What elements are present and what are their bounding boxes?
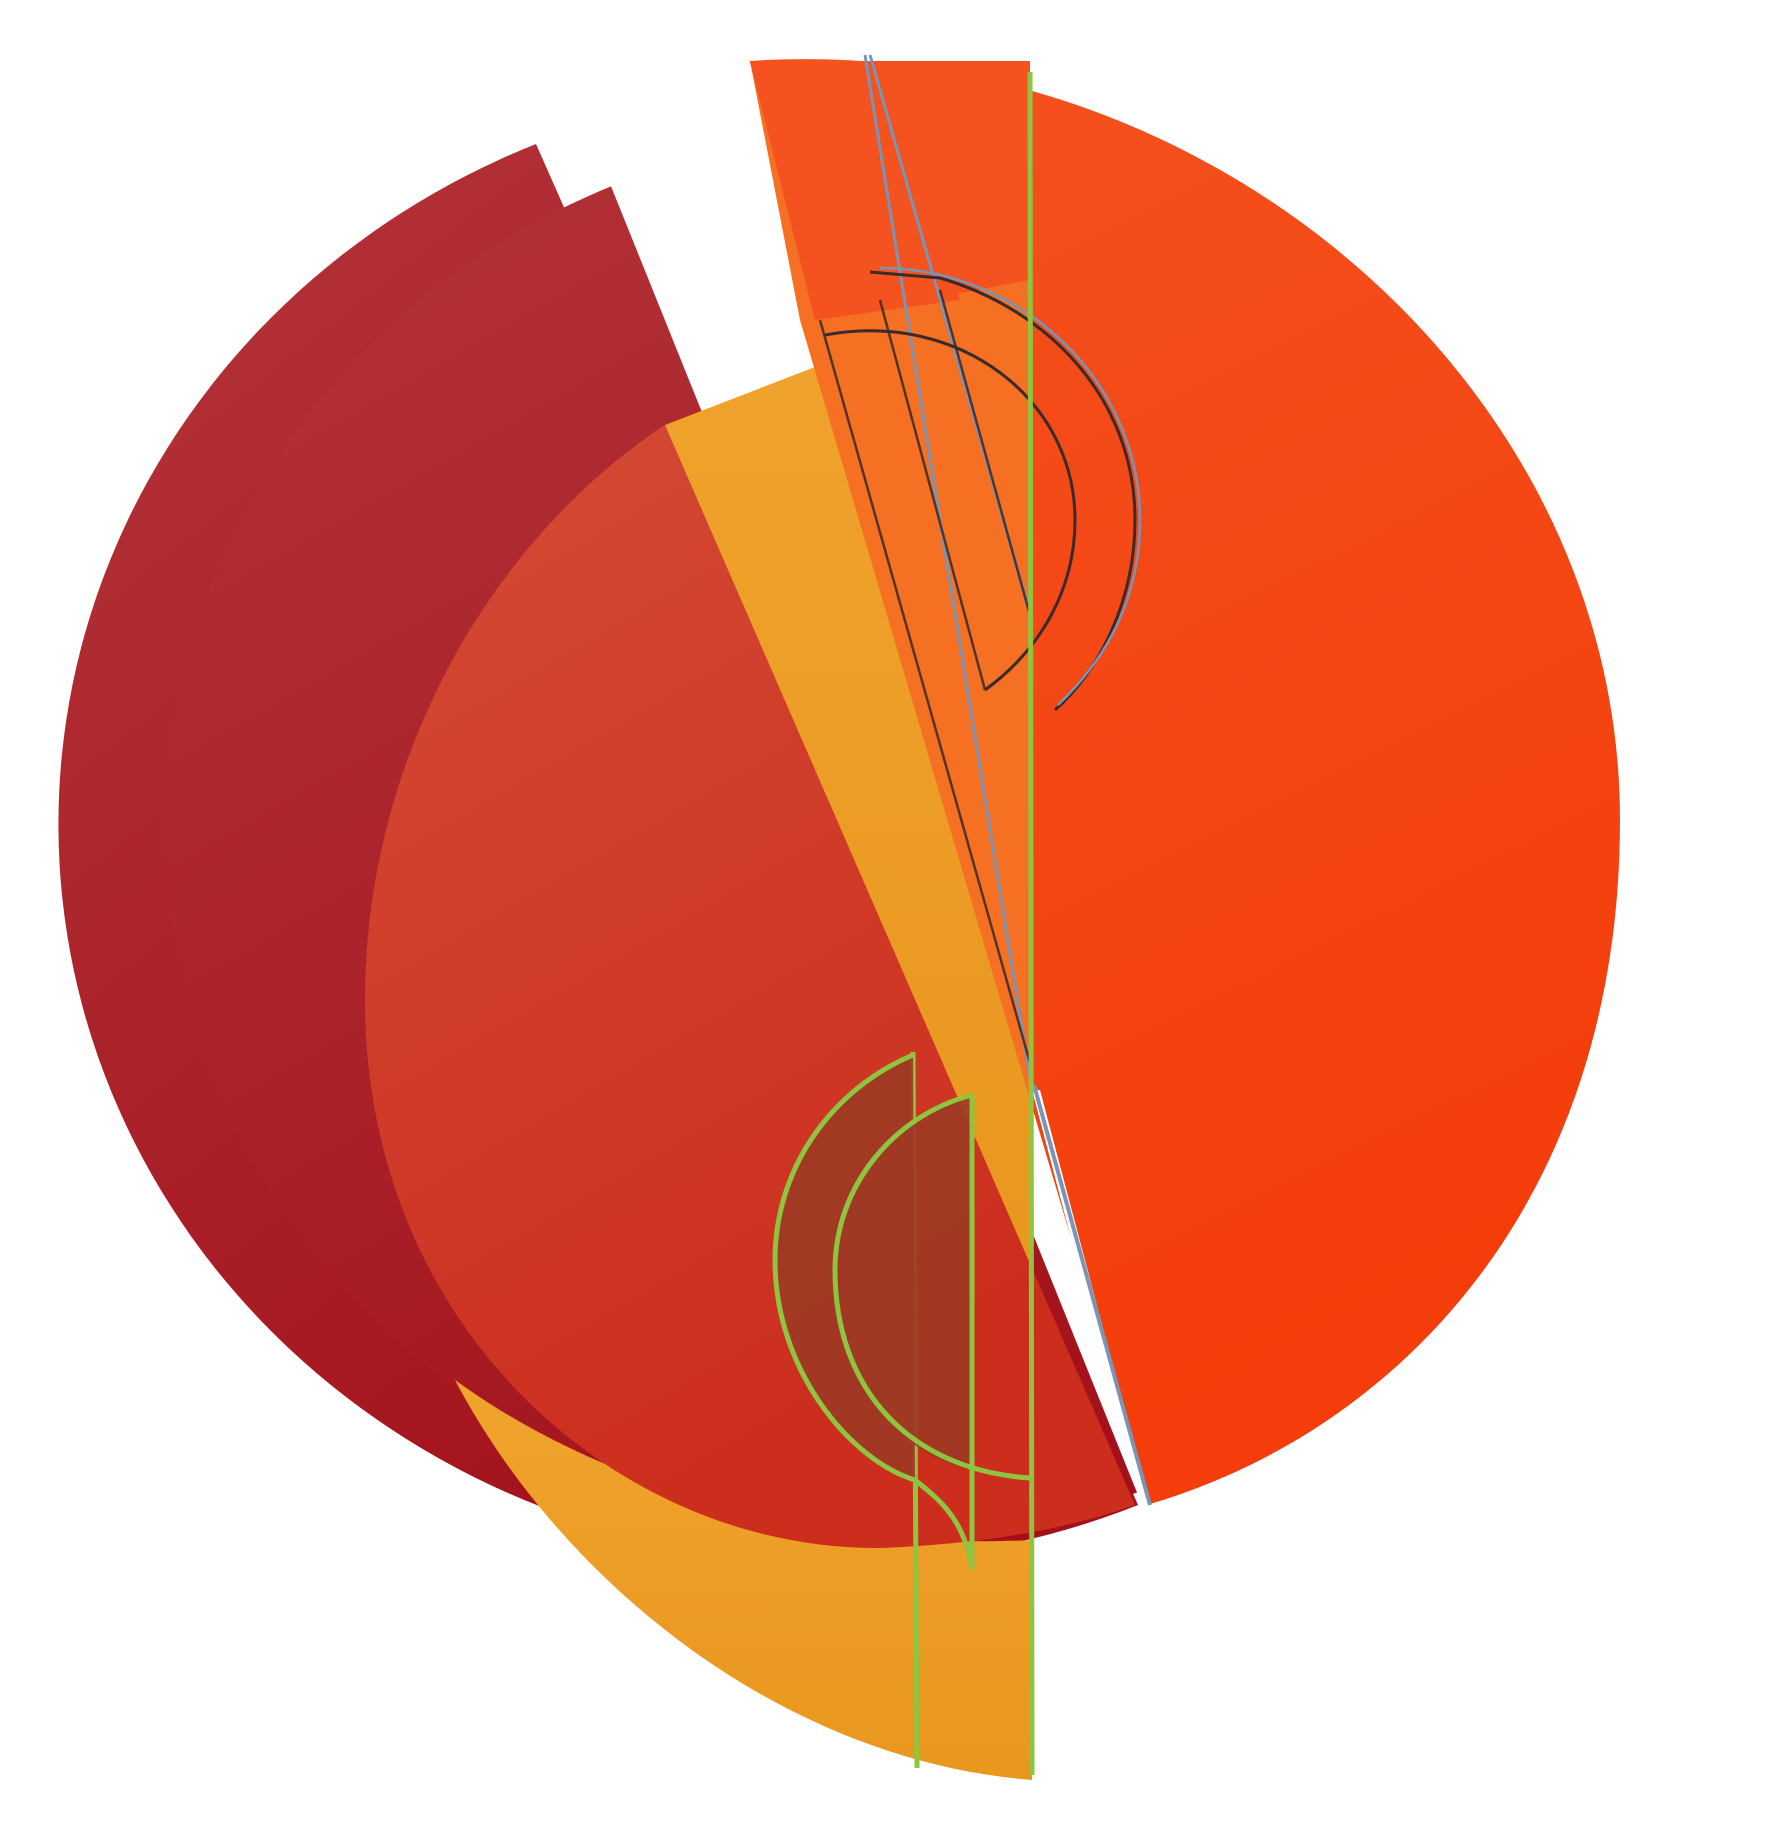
cut-line-steel	[1032, 1084, 1152, 1506]
green-half-ring-outer	[772, 1052, 916, 1483]
upper-arc-steel	[879, 266, 1142, 706]
steel-line-2	[863, 54, 1034, 1091]
dark-line-1	[818, 319, 1034, 1071]
orange-strip-upper	[750, 61, 960, 320]
dark-line-2	[878, 299, 987, 691]
rust-half-disc-inlay-2	[835, 1095, 972, 1470]
upper-arc-inner	[824, 329, 1077, 692]
green-half-ring-outer-close	[913, 1478, 975, 1571]
green-half-ring-inner	[832, 1092, 1031, 1481]
amber-crescent	[455, 1380, 1032, 1780]
orange-disc	[750, 59, 1620, 1504]
green-vertical-line	[1027, 71, 1035, 1776]
dark-line-3	[938, 289, 1032, 616]
